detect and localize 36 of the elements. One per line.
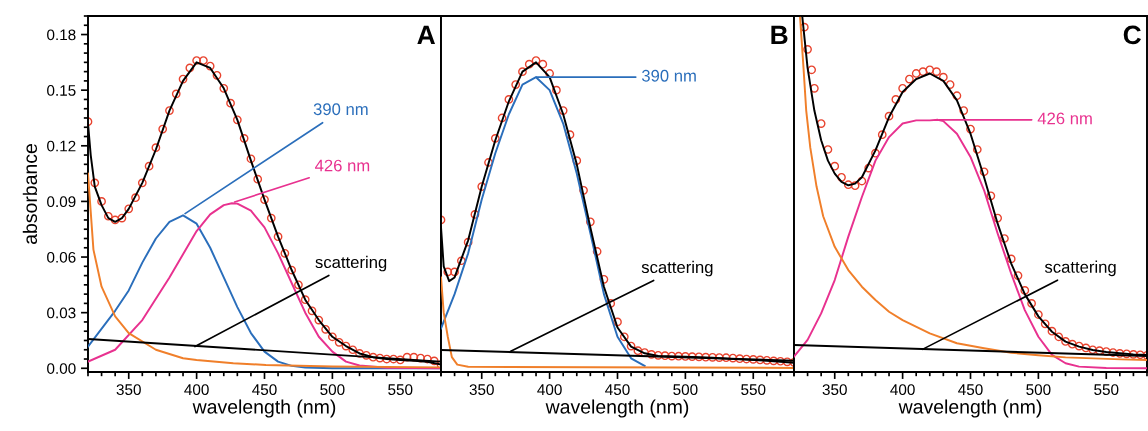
y-tick-label: 0.06 [47,251,76,263]
y-tick-label: 0.00 [47,363,76,374]
x-tick-label: 450 [958,384,983,396]
x-axis-title: wavelength (nm) [898,399,1042,418]
chart-title: A [417,25,436,45]
annotation: scattering [1044,260,1116,277]
x-tick-label: 400 [184,384,209,396]
x-axis-title: wavelength (nm) [545,399,689,418]
annotation: 390 nm [641,69,696,82]
x-tick-label: 450 [252,384,277,396]
x-tick-label: 350 [822,384,847,396]
x-tick-label: 350 [116,384,141,396]
x-tick-label: 500 [673,384,698,396]
y-axis-title: absorbance [22,144,38,244]
annotation: 390 nm [313,103,368,116]
x-tick-label: 550 [388,384,413,396]
x-tick-label: 550 [741,384,766,396]
x-axis-title: wavelength (nm) [192,399,336,418]
x-tick-label: 450 [605,384,630,396]
annotation: scattering [315,255,387,272]
annotation: 426 nm [1037,112,1092,125]
y-tick-label: 0.15 [47,85,76,96]
y-tick-label: 0.03 [47,307,76,319]
x-tick-label: 550 [1094,384,1119,396]
chart-title: B [771,25,788,45]
chart-title: C [1123,25,1141,45]
x-tick-label: 500 [1026,384,1051,396]
x-tick-label: 400 [890,384,915,396]
y-tick-label: 0.18 [47,29,76,41]
y-tick-label: 0.12 [47,140,76,152]
x-tick-label: 400 [537,384,562,396]
x-tick-label: 500 [320,384,345,396]
x-tick-label: 350 [469,384,494,396]
annotation: 426 nm [315,159,370,172]
annotation: scattering [641,260,713,277]
y-tick-label: 0.09 [47,196,76,208]
